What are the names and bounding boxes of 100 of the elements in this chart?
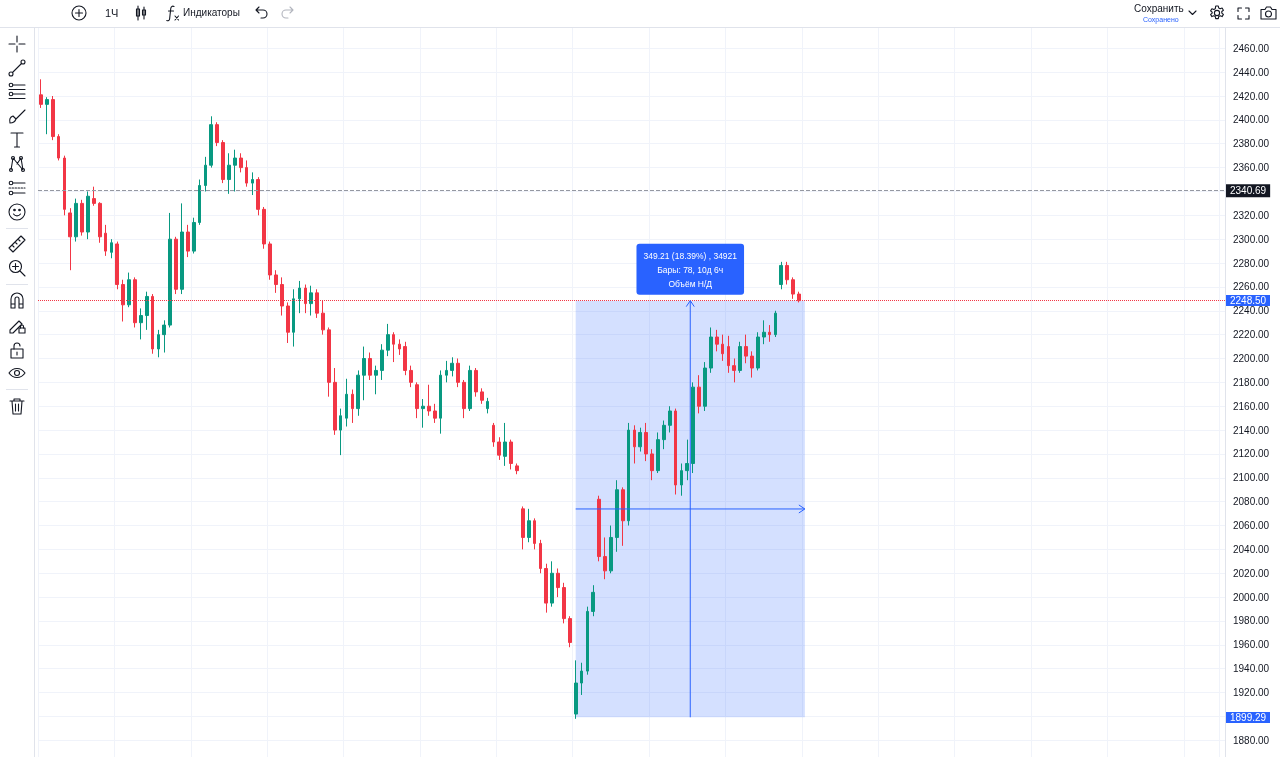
y-tick-label: 2100.00 — [1233, 472, 1270, 484]
candlestick — [204, 156, 207, 192]
candlestick — [703, 361, 707, 412]
candlestick — [709, 326, 713, 374]
candlestick — [157, 329, 160, 358]
y-tick-label: 2460.00 — [1233, 42, 1270, 54]
candlestick — [732, 358, 736, 383]
candlestick — [80, 199, 84, 237]
candlestick — [39, 78, 43, 109]
candlestick — [480, 387, 484, 405]
y-tick-label: 2420.00 — [1233, 90, 1270, 102]
candlestick — [556, 567, 560, 598]
candlestick — [86, 190, 90, 240]
candlestick — [785, 261, 789, 286]
candlestick — [738, 341, 742, 374]
candlestick — [503, 422, 507, 467]
candlestick — [515, 462, 519, 475]
candlestick — [421, 398, 425, 429]
candlestick — [256, 176, 260, 216]
candlestick — [603, 536, 607, 580]
candlestick — [638, 427, 642, 453]
candlestick — [145, 291, 149, 331]
candlestick — [762, 319, 766, 345]
candlestick — [292, 288, 295, 348]
candlestick — [63, 155, 66, 216]
candlestick — [245, 159, 248, 188]
candlestick — [139, 307, 143, 340]
candlestick — [427, 384, 431, 417]
candlestick — [685, 439, 689, 481]
candlestick — [439, 369, 442, 435]
candlestick — [668, 405, 672, 433]
candlestick — [779, 261, 783, 290]
candlestick — [286, 301, 290, 344]
candlestick — [68, 207, 72, 271]
y-tick-label: 1880.00 — [1233, 734, 1270, 746]
candlestick — [298, 280, 301, 314]
candlestick — [415, 381, 419, 419]
candlestick — [392, 331, 395, 363]
candlestick — [474, 367, 478, 398]
y-tick-label: 2360.00 — [1233, 162, 1270, 174]
y-tick-label: 2280.00 — [1233, 257, 1270, 269]
y-tick-label: 2440.00 — [1233, 66, 1270, 78]
candlestick — [374, 365, 378, 395]
candlestick — [262, 206, 266, 250]
y-tick-label: 2240.00 — [1233, 305, 1270, 317]
candlestick — [327, 326, 331, 398]
text: Индикаторы — [183, 7, 240, 18]
candlestick — [127, 272, 131, 308]
y-tick-label: 1980.00 — [1233, 615, 1270, 627]
candlestick — [74, 198, 78, 243]
candlestick — [574, 659, 578, 720]
candlestick — [450, 356, 454, 377]
y-tick-label: 1940.00 — [1233, 663, 1270, 675]
candlestick — [233, 149, 237, 192]
candlestick — [486, 397, 489, 414]
candlestick — [180, 202, 184, 295]
candlestick — [227, 152, 231, 195]
candlestick — [691, 381, 695, 474]
candlestick — [456, 358, 460, 388]
candlestick — [221, 139, 225, 184]
candlestick — [386, 323, 390, 357]
candlestick — [627, 422, 630, 527]
candlestick — [656, 431, 660, 474]
ref-line-label: 2340.69 — [1230, 185, 1267, 197]
candlestick — [433, 403, 437, 424]
candlestick — [721, 334, 724, 362]
candlestick — [756, 331, 760, 371]
text: 1Ч — [105, 7, 119, 19]
candlestick — [380, 343, 384, 381]
y-tick-label: 1960.00 — [1233, 639, 1270, 651]
candlestick — [51, 95, 55, 141]
y-tick-label: 2320.00 — [1233, 209, 1270, 221]
y-tick-label: 2220.00 — [1233, 329, 1270, 341]
y-tick-label: 2380.00 — [1233, 138, 1270, 150]
candlestick — [580, 662, 583, 696]
candlestick — [309, 285, 313, 317]
candlestick — [644, 422, 648, 462]
candlestick — [497, 436, 501, 461]
candlestick — [239, 152, 243, 173]
candlestick — [174, 236, 178, 295]
candlestick — [45, 96, 49, 135]
candlestick — [633, 424, 636, 464]
candlestick — [521, 505, 525, 550]
candlestick — [345, 378, 348, 427]
candlestick — [539, 539, 542, 574]
candlestick — [550, 560, 554, 608]
candlestick — [527, 508, 531, 543]
y-tick-label: 2300.00 — [1233, 233, 1270, 245]
candlestick — [650, 448, 654, 481]
candlestick — [697, 374, 701, 414]
candlestick — [251, 171, 254, 196]
text: Сохранить — [1134, 3, 1184, 14]
candlestick — [445, 360, 448, 383]
y-tick-label: 2080.00 — [1233, 496, 1270, 508]
candlestick — [744, 334, 748, 364]
text: 2248.50 — [1226, 295, 1271, 307]
candlestick — [162, 319, 166, 354]
candlestick — [492, 422, 495, 448]
candlestick — [339, 408, 342, 456]
y-tick-label: 2160.00 — [1233, 400, 1270, 412]
